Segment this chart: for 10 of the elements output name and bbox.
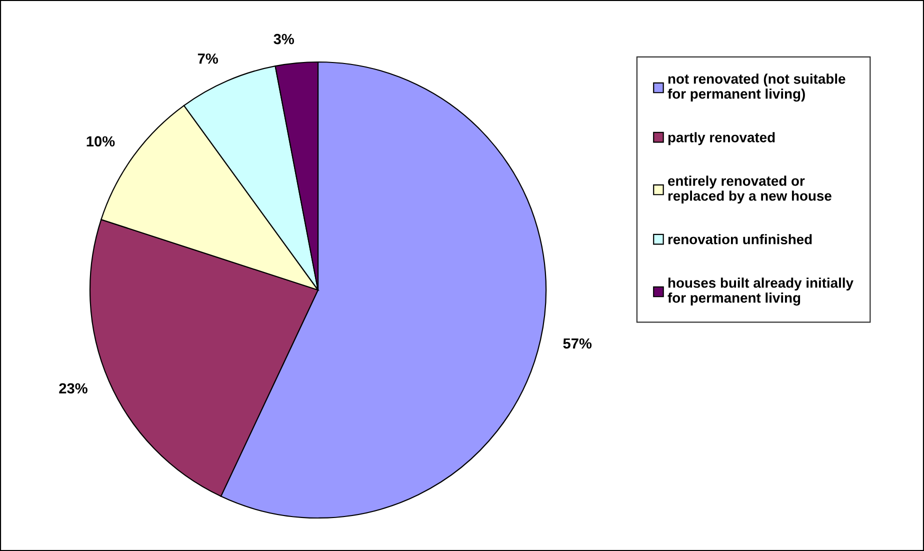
data-label: 23% [59,383,88,394]
legend-label: renovation unfinished [668,234,812,244]
legend-label: partly renovated [668,132,775,146]
data-label: 10% [86,136,115,146]
data-label: 7% [198,53,218,64]
data-label: 57% [563,338,592,349]
legend-label: houses built already initially for permanent living [668,278,854,306]
data-label: 3% [274,34,294,44]
legend-label: not renovated (not suitable for permanent living) [668,74,846,102]
legend-label: entirely renovated or replaced by a new house [668,176,832,204]
